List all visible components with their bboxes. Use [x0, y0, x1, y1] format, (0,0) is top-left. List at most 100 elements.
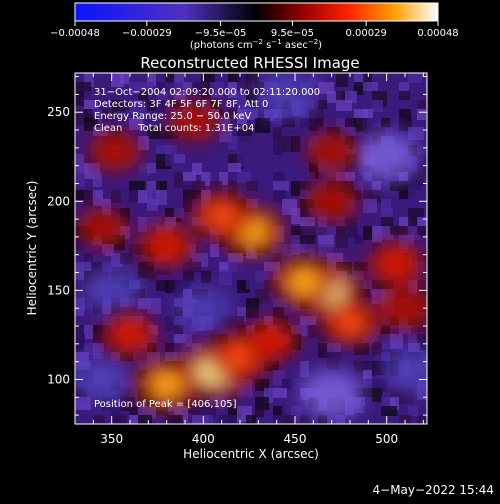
heatmap-cell — [336, 235, 348, 248]
heatmap-cell — [75, 334, 85, 350]
heatmap-cell — [75, 91, 84, 106]
heatmap-cell — [210, 154, 220, 163]
bright-region-core — [102, 140, 128, 162]
heatmap-cell — [75, 298, 85, 311]
heatmap-cell — [345, 127, 356, 141]
heatmap-cell — [264, 361, 279, 371]
heatmap-cell — [255, 406, 264, 417]
heatmap-cell — [228, 253, 243, 262]
y-tick-label: 250 — [47, 105, 70, 119]
heatmap-cell — [129, 406, 142, 415]
dim-region — [383, 347, 427, 394]
heatmap-cell — [246, 307, 259, 318]
y-tick-label: 100 — [47, 372, 70, 386]
heatmap-cell — [102, 199, 111, 215]
heatmap-cell — [210, 82, 224, 98]
heatmap-cell — [417, 109, 427, 120]
heatmap-cell — [426, 73, 427, 89]
heatmap-cell — [417, 280, 427, 295]
heatmap-cell — [345, 172, 355, 186]
heatmap-cell — [228, 163, 241, 172]
bright-region-core — [257, 328, 285, 352]
colorbar-tick-label: 9.5e−05 — [271, 28, 314, 39]
y-tick-label: 150 — [47, 283, 70, 297]
heatmap-cell — [300, 361, 309, 377]
heatmap-cell — [84, 325, 94, 339]
heatmap-cell — [84, 343, 94, 355]
heatmap-cell — [399, 235, 414, 246]
heatmap-cell — [75, 190, 90, 200]
heatmap-cell — [399, 217, 411, 227]
heatmap-cell — [237, 100, 250, 111]
heatmap-cell — [363, 388, 376, 397]
heatmap-cell — [300, 415, 311, 424]
heatmap-cell — [93, 334, 108, 344]
heatmap-cell — [147, 271, 157, 281]
heatmap-cell — [273, 118, 282, 131]
heatmap-cell — [408, 208, 424, 219]
heatmap-cell — [282, 415, 295, 424]
heatmap-cell — [237, 109, 247, 124]
heatmap-cell — [237, 73, 248, 84]
bright-region-core — [206, 202, 237, 229]
heatmap-cell — [156, 406, 168, 415]
heatmap-cell — [246, 73, 259, 83]
heatmap-cell — [327, 217, 342, 228]
heatmap-cell — [309, 163, 319, 179]
heatmap-cell — [201, 271, 211, 283]
heatmap-cell — [291, 163, 302, 177]
heatmap-cell — [201, 172, 212, 186]
plot-frame — [74, 72, 428, 425]
heatmap-cell — [408, 127, 424, 140]
heatmap-cell — [228, 73, 240, 83]
heatmap-cell — [363, 82, 378, 91]
y-axis-ticks: 100 150 200 250 — [47, 76, 427, 416]
heatmap-cell — [228, 181, 237, 193]
heatmap-cell — [201, 82, 210, 91]
heatmap-cell — [291, 226, 302, 240]
heatmap-cell — [138, 415, 152, 424]
heatmap-cell — [282, 244, 291, 256]
heatmap-cell — [93, 127, 108, 136]
heatmap-cell — [327, 343, 341, 353]
heatmap-cell — [399, 181, 409, 194]
heatmap-cell — [318, 217, 327, 227]
heatmap-cell — [138, 82, 154, 92]
heatmap-cell — [273, 253, 282, 263]
heatmap-cell — [93, 172, 102, 187]
heatmap-cell — [129, 73, 138, 87]
heatmap-cell — [120, 307, 136, 318]
heatmap-cell — [363, 181, 379, 191]
heatmap-cell — [381, 181, 390, 191]
heatmap-cell — [399, 172, 410, 185]
heatmap-cell — [426, 370, 427, 379]
heatmap-cell — [237, 145, 246, 161]
heatmap-cell — [336, 163, 345, 177]
heatmap-cell — [147, 163, 156, 173]
y-axis-label: Heliocentric Y (arcsec) — [25, 181, 39, 316]
heatmap-cell — [363, 370, 372, 386]
heatmap-cell — [417, 388, 427, 400]
heatmap-cell — [111, 100, 126, 111]
heatmap-cell — [93, 190, 103, 206]
colorbar-tick-label: 0.00048 — [417, 28, 458, 39]
x-tick-label: 400 — [192, 432, 215, 446]
heatmap-cell — [426, 379, 427, 392]
heatmap-cell — [336, 100, 352, 111]
heatmap-cell — [318, 325, 329, 341]
colorbar: −0.00048 −0.00029 −9.5e−05 9.5e−05 0.00029 0.… — [50, 2, 459, 51]
bright-region-core — [319, 141, 344, 162]
heatmap-cell — [192, 415, 208, 424]
heatmap-cell — [237, 307, 246, 322]
heatmap-cell — [129, 181, 145, 191]
plot-title: Reconstructed RHESSI Image — [140, 54, 359, 72]
heatmap-cell — [219, 118, 230, 127]
heatmap-cell — [363, 109, 373, 122]
colorbar-bar — [74, 2, 439, 22]
heatmap-cell — [138, 298, 151, 309]
annotation-peak-position: Position of Peak = [406,105] — [94, 399, 237, 410]
heatmap-cell — [426, 226, 427, 241]
heatmap-cell — [120, 352, 133, 361]
heatmap-cell — [165, 280, 176, 293]
